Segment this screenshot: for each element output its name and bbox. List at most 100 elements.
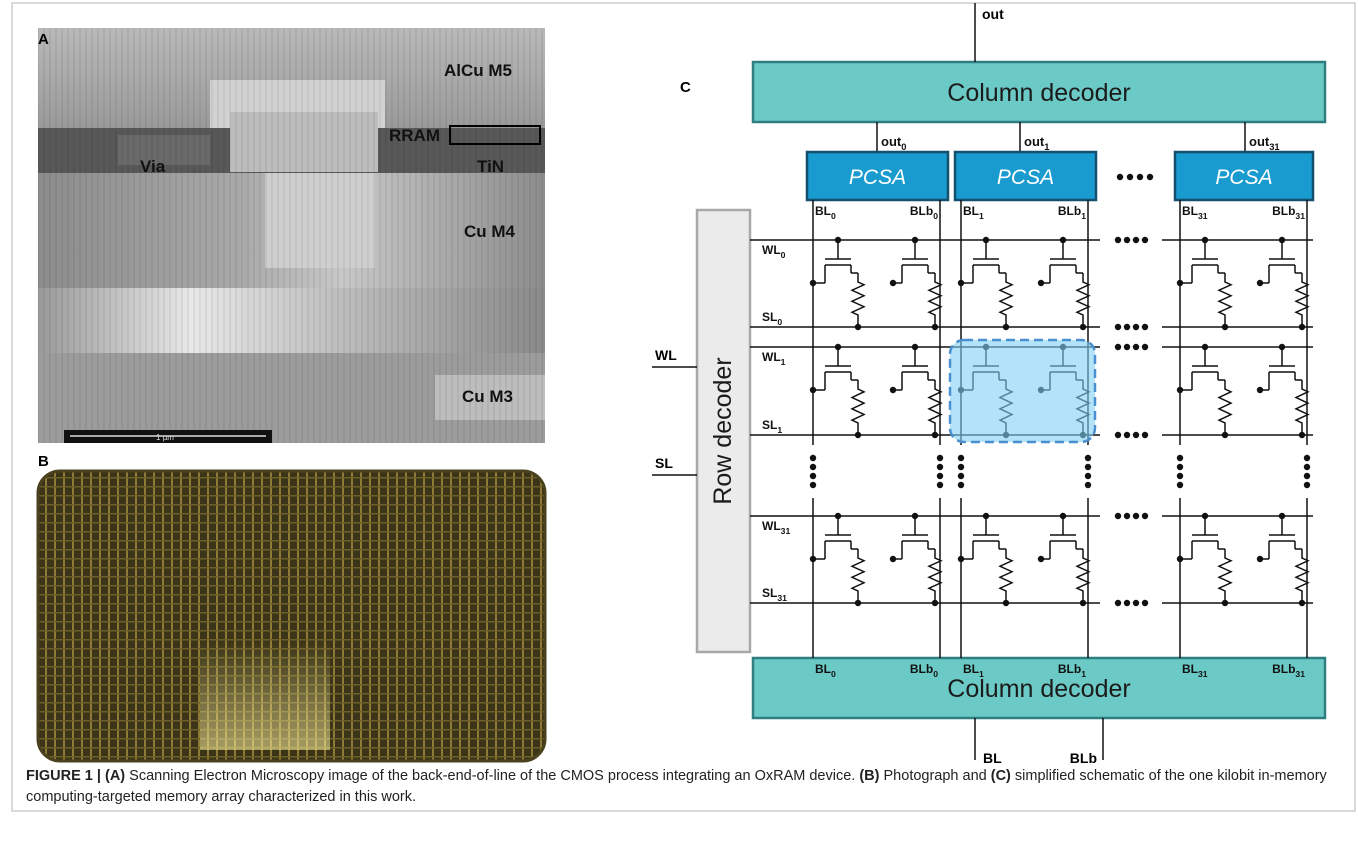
label-main: BL [815,204,831,218]
junction [809,279,817,287]
junction [1141,343,1149,351]
sense-amp-label: PCSA [997,166,1054,189]
junction [1123,599,1131,607]
junction [1037,279,1045,287]
resistor [1217,380,1233,435]
junction [889,555,897,563]
label-main: out [1024,134,1045,149]
chip-highlight [200,640,330,750]
junction [957,279,965,287]
junction [1141,599,1149,607]
resistor [1075,273,1091,327]
junction [1084,472,1092,480]
annotation: Cu M3 [462,387,513,406]
annotation: Via [140,157,166,176]
caption-text: simplified schematic of the one kilobit … [26,768,1327,805]
junction [809,481,817,489]
label-main: SL [762,418,777,432]
junction [957,472,965,480]
output-label: out [982,6,1004,22]
panel-label: A [38,31,49,48]
bitline-label: BLb1 [1058,662,1086,679]
decoder-label: Row decoder [709,357,737,504]
junction [809,386,817,394]
junction [854,323,862,331]
column-decoder-bottom [751,656,1327,720]
junction [931,431,939,439]
junction [1084,481,1092,489]
bitline-label: BL1 [963,662,984,679]
sem-annotations: AlCu M5 RRAM TiN Via Cu M4 Cu M3 [140,61,516,406]
junction [1132,323,1140,331]
label-main: BLb [1272,662,1295,676]
junction [1132,343,1140,351]
resistor [927,549,943,603]
label-subscript: 1 [1081,211,1086,221]
row-line-label: SL0 [762,310,782,327]
bitline-label: BL0 [815,204,836,221]
caption-bold: (C) [990,768,1011,784]
resistor [998,549,1014,603]
junction [1176,386,1184,394]
junction [1114,512,1122,520]
label-main: BLb [910,662,933,676]
junction [1132,431,1140,439]
junction [1084,463,1092,471]
label-subscript: 0 [777,317,782,327]
junction [1116,173,1124,181]
junction [1002,599,1010,607]
junction [889,386,897,394]
label-subscript: 31 [1198,669,1208,679]
resistor [927,380,943,435]
bitline-label: BLb1 [1058,204,1086,221]
label-subscript: 0 [831,211,836,221]
label-subscript: 0 [933,211,938,221]
label-subscript: 1 [781,357,786,367]
label-main: SL [762,310,777,324]
junction [1084,454,1092,462]
bitline-label: BLb31 [1272,662,1305,679]
figure-frame [11,2,1356,812]
label-subscript: 0 [933,669,938,679]
label-subscript: 31 [1198,211,1208,221]
junction [854,431,862,439]
junction [1079,323,1087,331]
junction [931,599,939,607]
junction [1132,512,1140,520]
label-subscript: 1 [1044,142,1049,152]
row-line-label: WL31 [762,519,790,536]
label-main: SL [762,586,777,600]
label-subscript: 31 [781,526,791,536]
caption-bold: (B) [859,768,880,784]
junction [1123,431,1131,439]
resistor [850,380,866,435]
row-line-label: SL31 [762,586,787,603]
row-line-label: WL1 [762,350,786,367]
junction [1123,323,1131,331]
row-decoder [695,208,752,654]
junction [1141,323,1149,331]
column-decoder-top [751,60,1327,124]
resistor [1294,273,1310,327]
annotation: AlCu M5 [444,61,512,80]
label-subscript: 1 [1081,669,1086,679]
junction [1176,555,1184,563]
caption-text: Photograph and [879,768,991,784]
row-input-label: WL [655,347,677,363]
column-output-label: out0 [881,134,906,152]
resistor [850,549,866,603]
junction [809,454,817,462]
junction [1136,173,1144,181]
bitline-label: BL1 [963,204,984,221]
label-main: BL [815,662,831,676]
row-input-label: SL [655,455,673,471]
annotation: TiN [477,157,504,176]
panel-label: C [680,79,691,96]
junction [1303,472,1311,480]
bitline-label: BL0 [815,662,836,679]
decoder-label: Column decoder [947,79,1130,107]
junction [1176,454,1184,462]
junction [1123,343,1131,351]
label-subscript: 31 [1269,142,1279,152]
junction [1126,173,1134,181]
